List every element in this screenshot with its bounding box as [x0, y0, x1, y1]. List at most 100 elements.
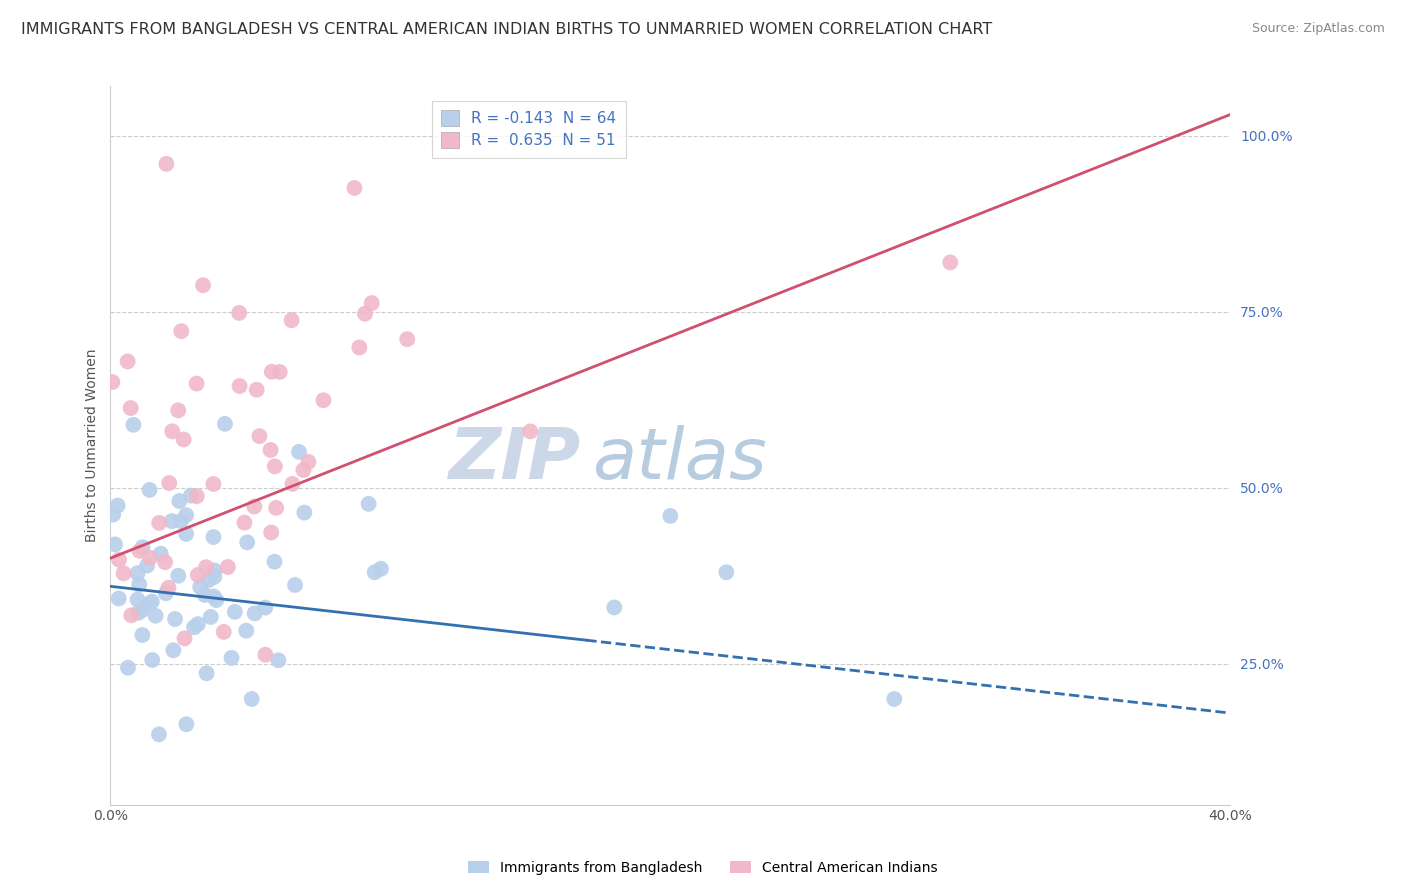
Point: [254, 648, 277, 662]
Point: [260, 525, 283, 540]
Point: [364, 566, 387, 580]
Point: [157, 581, 180, 595]
Point: [176, 717, 198, 731]
Point: [191, 278, 214, 293]
Point: [228, 379, 250, 393]
Point: [120, 401, 142, 415]
Point: [200, 610, 222, 624]
Point: [195, 560, 218, 574]
Point: [205, 593, 228, 607]
Point: [202, 570, 225, 584]
Point: [360, 296, 382, 310]
Point: [173, 433, 195, 447]
Point: [297, 455, 319, 469]
Y-axis label: Births to Unmarried Women: Births to Unmarried Women: [86, 349, 100, 542]
Point: [292, 506, 315, 520]
Point: [224, 605, 246, 619]
Point: [195, 666, 218, 681]
Text: ZIP: ZIP: [449, 425, 581, 494]
Point: [174, 527, 197, 541]
Point: [162, 425, 184, 439]
Point: [269, 365, 291, 379]
Point: [107, 591, 129, 606]
Point: [288, 445, 311, 459]
Point: [264, 500, 287, 515]
Point: [259, 443, 281, 458]
Point: [120, 608, 142, 623]
Point: [157, 476, 180, 491]
Point: [165, 612, 187, 626]
Point: [128, 577, 150, 591]
Point: [197, 573, 219, 587]
Point: [235, 624, 257, 638]
Point: [117, 661, 139, 675]
Point: [254, 600, 277, 615]
Point: [170, 514, 193, 528]
Point: [603, 600, 626, 615]
Point: [284, 578, 307, 592]
Point: [187, 617, 209, 632]
Point: [263, 459, 285, 474]
Point: [131, 628, 153, 642]
Point: [204, 563, 226, 577]
Point: [155, 586, 177, 600]
Point: [160, 514, 183, 528]
Point: [173, 632, 195, 646]
Point: [138, 597, 160, 611]
Point: [127, 606, 149, 620]
Point: [170, 324, 193, 338]
Point: [260, 365, 283, 379]
Point: [354, 307, 377, 321]
Point: [187, 568, 209, 582]
Point: [659, 508, 682, 523]
Point: [194, 588, 217, 602]
Point: [243, 607, 266, 621]
Point: [249, 429, 271, 443]
Point: [148, 727, 170, 741]
Point: [149, 547, 172, 561]
Point: [240, 692, 263, 706]
Point: [186, 489, 208, 503]
Point: [217, 560, 239, 574]
Point: [228, 306, 250, 320]
Point: [214, 417, 236, 431]
Point: [128, 544, 150, 558]
Point: [233, 516, 256, 530]
Point: [263, 555, 285, 569]
Point: [243, 500, 266, 514]
Point: [312, 393, 335, 408]
Point: [246, 383, 269, 397]
Point: [131, 603, 153, 617]
Point: [138, 483, 160, 497]
Point: [180, 489, 202, 503]
Point: [104, 537, 127, 551]
Point: [127, 592, 149, 607]
Point: [127, 566, 149, 581]
Text: Source: ZipAtlas.com: Source: ZipAtlas.com: [1251, 22, 1385, 36]
Point: [145, 608, 167, 623]
Point: [167, 403, 190, 417]
Point: [716, 566, 738, 580]
Point: [117, 354, 139, 368]
Point: [202, 530, 225, 544]
Point: [112, 566, 135, 581]
Point: [141, 653, 163, 667]
Legend: R = -0.143  N = 64, R =  0.635  N = 51: R = -0.143 N = 64, R = 0.635 N = 51: [432, 101, 626, 158]
Point: [939, 255, 962, 269]
Point: [131, 540, 153, 554]
Text: IMMIGRANTS FROM BANGLADESH VS CENTRAL AMERICAN INDIAN BIRTHS TO UNMARRIED WOMEN : IMMIGRANTS FROM BANGLADESH VS CENTRAL AM…: [21, 22, 993, 37]
Point: [370, 562, 392, 576]
Point: [281, 477, 304, 491]
Point: [153, 555, 176, 569]
Point: [292, 463, 315, 477]
Point: [136, 558, 159, 573]
Point: [183, 620, 205, 634]
Point: [349, 340, 371, 354]
Point: [101, 375, 124, 389]
Point: [167, 568, 190, 582]
Point: [148, 516, 170, 530]
Point: [236, 535, 259, 549]
Point: [101, 508, 124, 522]
Point: [883, 692, 905, 706]
Text: atlas: atlas: [592, 425, 766, 494]
